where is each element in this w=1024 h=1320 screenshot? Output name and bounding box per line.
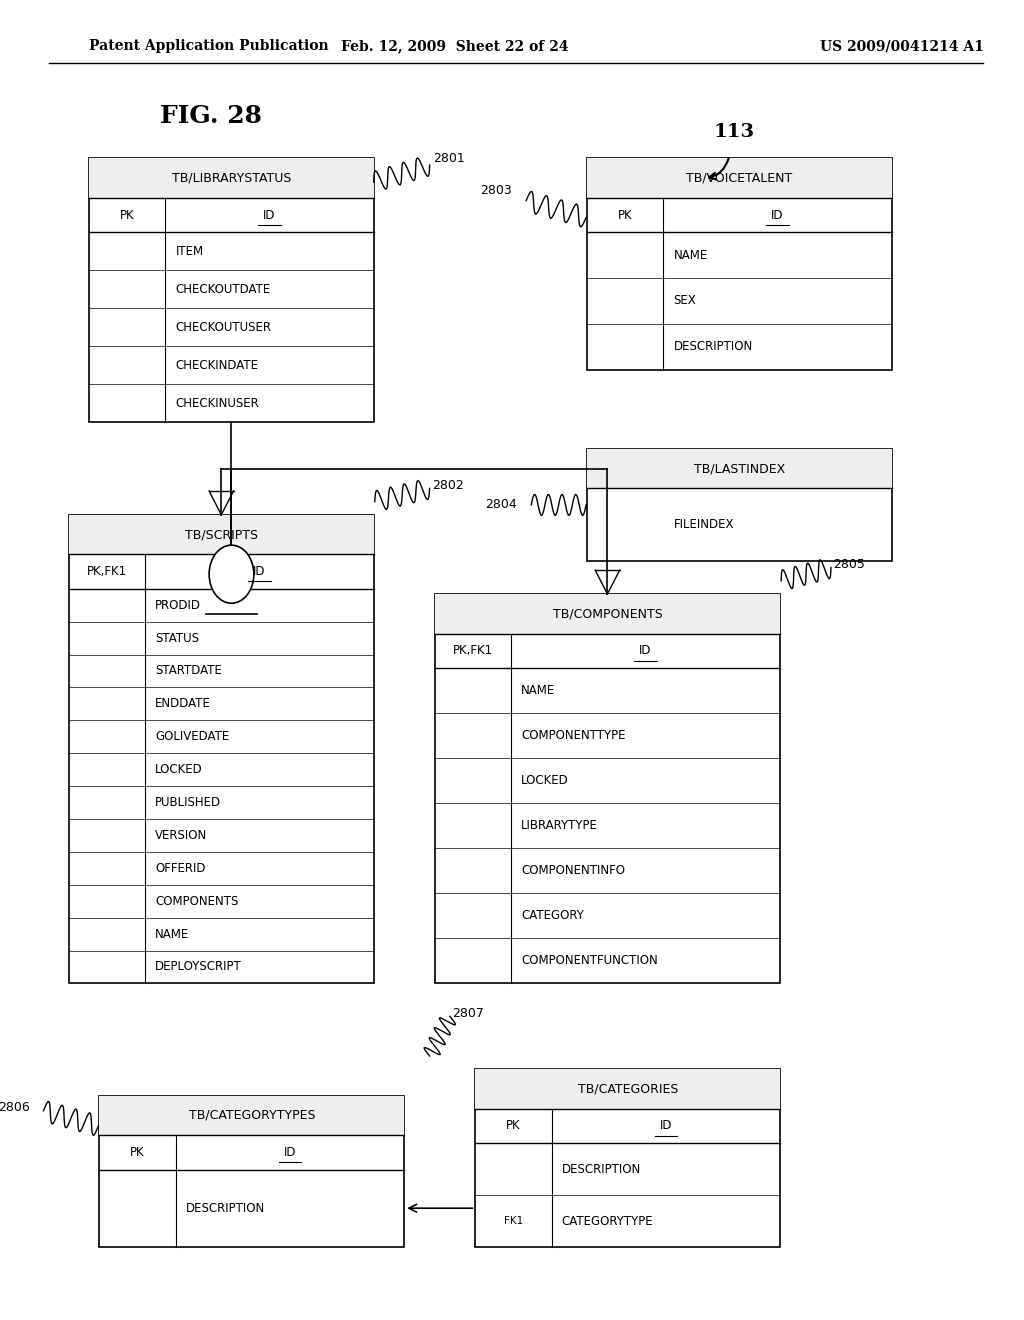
Text: COMPONENTINFO: COMPONENTINFO bbox=[521, 865, 625, 878]
Text: VERSION: VERSION bbox=[156, 829, 208, 842]
Text: TB/CATEGORIES: TB/CATEGORIES bbox=[578, 1082, 678, 1096]
Text: LOCKED: LOCKED bbox=[521, 774, 568, 787]
Text: SEX: SEX bbox=[674, 294, 696, 308]
Text: 2807: 2807 bbox=[452, 1007, 483, 1020]
Text: COMPONENTTYPE: COMPONENTTYPE bbox=[521, 729, 626, 742]
Text: PRODID: PRODID bbox=[156, 599, 202, 611]
Text: OFFERID: OFFERID bbox=[156, 862, 206, 875]
Text: 2805: 2805 bbox=[833, 558, 865, 572]
Text: Feb. 12, 2009  Sheet 22 of 24: Feb. 12, 2009 Sheet 22 of 24 bbox=[341, 40, 568, 53]
Text: CHECKOUTUSER: CHECKOUTUSER bbox=[175, 321, 271, 334]
Text: PUBLISHED: PUBLISHED bbox=[156, 796, 221, 809]
Bar bbox=[69, 515, 374, 983]
Text: ITEM: ITEM bbox=[175, 244, 204, 257]
Text: ID: ID bbox=[771, 209, 783, 222]
Text: ID: ID bbox=[253, 565, 265, 578]
Text: STARTDATE: STARTDATE bbox=[156, 664, 222, 677]
Bar bbox=[434, 594, 780, 634]
Text: NAME: NAME bbox=[521, 684, 555, 697]
Text: FK1: FK1 bbox=[504, 1216, 523, 1226]
Text: PK: PK bbox=[506, 1119, 521, 1133]
Text: 2802: 2802 bbox=[432, 479, 464, 492]
Text: NAME: NAME bbox=[674, 248, 708, 261]
Text: ID: ID bbox=[659, 1119, 672, 1133]
Text: TB/LIBRARYSTATUS: TB/LIBRARYSTATUS bbox=[172, 172, 291, 185]
Text: NAME: NAME bbox=[156, 928, 189, 941]
Text: DESCRIPTION: DESCRIPTION bbox=[674, 341, 753, 354]
Bar bbox=[99, 1096, 404, 1135]
Bar bbox=[475, 1069, 780, 1247]
Text: DESCRIPTION: DESCRIPTION bbox=[185, 1203, 265, 1214]
Text: PK,FK1: PK,FK1 bbox=[453, 644, 493, 657]
Text: LIBRARYTYPE: LIBRARYTYPE bbox=[521, 820, 598, 832]
Text: Patent Application Publication: Patent Application Publication bbox=[89, 40, 329, 53]
Text: ID: ID bbox=[639, 644, 651, 657]
Bar bbox=[434, 594, 780, 983]
Text: DESCRIPTION: DESCRIPTION bbox=[562, 1163, 641, 1176]
Bar bbox=[587, 158, 892, 370]
Text: FIG. 28: FIG. 28 bbox=[160, 104, 262, 128]
Text: CATEGORY: CATEGORY bbox=[521, 909, 584, 923]
Text: GOLIVEDATE: GOLIVEDATE bbox=[156, 730, 229, 743]
Text: US 2009/0041214 A1: US 2009/0041214 A1 bbox=[820, 40, 984, 53]
Text: PK: PK bbox=[130, 1146, 144, 1159]
Text: TB/COMPONENTS: TB/COMPONENTS bbox=[553, 607, 663, 620]
Text: TB/VOICETALENT: TB/VOICETALENT bbox=[686, 172, 793, 185]
Text: PK: PK bbox=[120, 209, 134, 222]
Text: DEPLOYSCRIPT: DEPLOYSCRIPT bbox=[156, 961, 242, 973]
Bar bbox=[89, 158, 374, 422]
Bar bbox=[475, 1069, 780, 1109]
Text: 113: 113 bbox=[714, 123, 755, 141]
Text: FILEINDEX: FILEINDEX bbox=[674, 519, 734, 531]
Text: ID: ID bbox=[263, 209, 275, 222]
Bar bbox=[99, 1096, 404, 1247]
Bar bbox=[587, 449, 892, 561]
Bar bbox=[69, 515, 374, 554]
Text: CHECKOUTDATE: CHECKOUTDATE bbox=[175, 282, 270, 296]
Text: 2806: 2806 bbox=[0, 1101, 30, 1114]
Text: CHECKINDATE: CHECKINDATE bbox=[175, 359, 259, 372]
Text: COMPONENTFUNCTION: COMPONENTFUNCTION bbox=[521, 954, 657, 968]
Circle shape bbox=[209, 545, 254, 603]
Bar bbox=[89, 158, 374, 198]
Text: LOCKED: LOCKED bbox=[156, 763, 203, 776]
Text: 2801: 2801 bbox=[433, 152, 465, 165]
Bar bbox=[587, 158, 892, 198]
FancyArrowPatch shape bbox=[709, 158, 729, 180]
Text: TB/SCRIPTS: TB/SCRIPTS bbox=[184, 528, 258, 541]
Text: PK: PK bbox=[617, 209, 633, 222]
Bar bbox=[587, 449, 892, 488]
Text: TB/LASTINDEX: TB/LASTINDEX bbox=[694, 462, 785, 475]
Text: 2803: 2803 bbox=[480, 183, 512, 197]
Text: PK,FK1: PK,FK1 bbox=[87, 565, 127, 578]
Text: CATEGORYTYPE: CATEGORYTYPE bbox=[562, 1214, 653, 1228]
Text: ENDDATE: ENDDATE bbox=[156, 697, 211, 710]
Text: 2804: 2804 bbox=[485, 499, 517, 511]
Text: CHECKINUSER: CHECKINUSER bbox=[175, 397, 259, 411]
Text: TB/CATEGORYTYPES: TB/CATEGORYTYPES bbox=[188, 1109, 315, 1122]
Text: STATUS: STATUS bbox=[156, 631, 200, 644]
Text: COMPONENTS: COMPONENTS bbox=[156, 895, 239, 908]
Text: ID: ID bbox=[284, 1146, 296, 1159]
